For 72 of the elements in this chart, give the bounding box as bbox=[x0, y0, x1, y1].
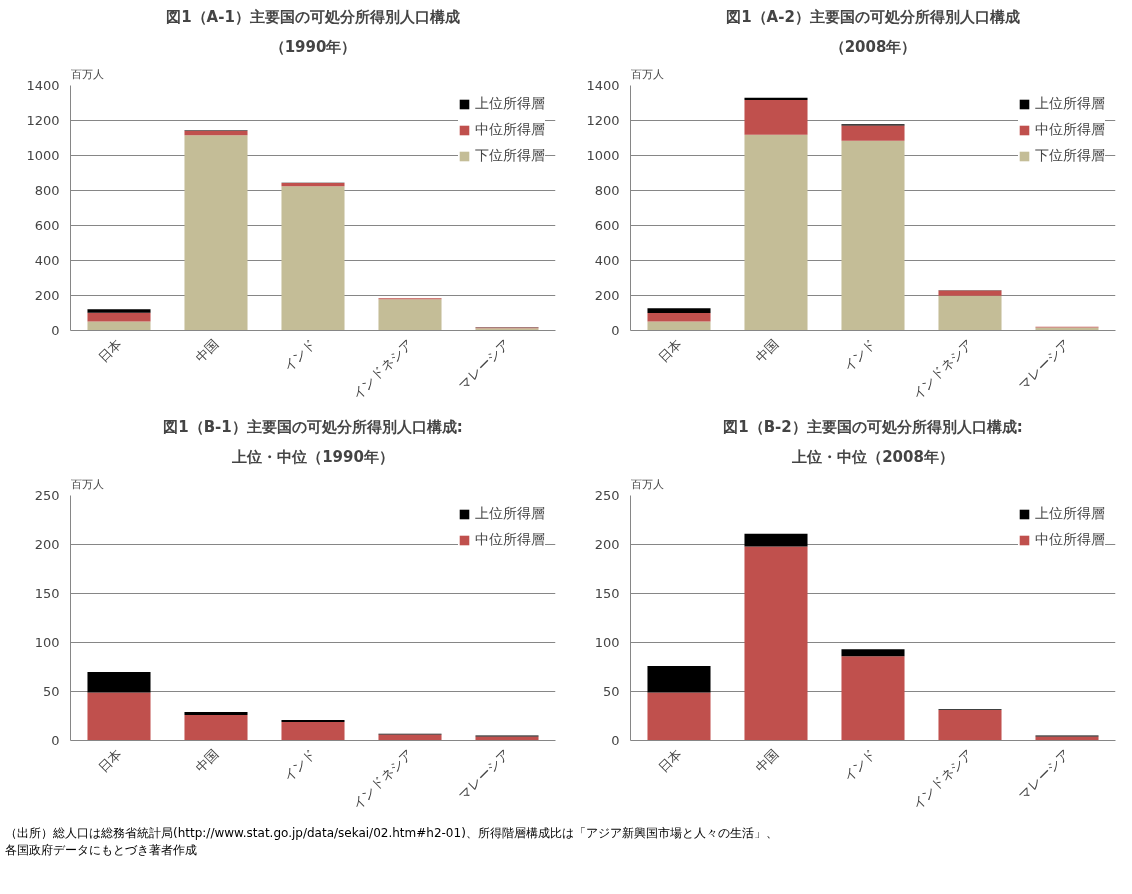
y-tick-label: 1400 bbox=[586, 78, 620, 93]
legend-label: 上位所得層 bbox=[475, 95, 545, 113]
y-tick-label: 1200 bbox=[586, 113, 620, 128]
y-tick-label: 600 bbox=[34, 218, 60, 233]
legend-label: 中位所得層 bbox=[475, 531, 545, 549]
chart-title: 図1（B-2）主要国の可処分所得別人口構成: bbox=[723, 417, 1023, 436]
x-tick-label: マレーシア bbox=[1015, 746, 1073, 803]
x-tick-label: インドネシア bbox=[909, 746, 976, 812]
y-tick-label: 50 bbox=[602, 684, 620, 699]
y-tick-label: 1000 bbox=[586, 148, 620, 163]
x-tick-label: マレーシア bbox=[1015, 336, 1073, 393]
y-tick-label: 0 bbox=[611, 733, 620, 748]
x-tick-label: インド bbox=[840, 336, 879, 375]
x-tick-label: 日本 bbox=[655, 336, 685, 366]
y-tick-label: 0 bbox=[611, 323, 620, 338]
legend-label: 中位所得層 bbox=[475, 121, 545, 139]
legend-label: 上位所得層 bbox=[1035, 505, 1105, 523]
legend-label: 上位所得層 bbox=[1035, 95, 1105, 113]
y-tick-label: 200 bbox=[34, 288, 60, 303]
y-axis-title: 百万人 bbox=[70, 67, 104, 81]
legend-label: 中位所得層 bbox=[1035, 121, 1105, 139]
x-tick-label: 日本 bbox=[95, 746, 125, 776]
x-tick-label: インドネシア bbox=[909, 336, 976, 402]
chart-title: 図1（A-1）主要国の可処分所得別人口構成 bbox=[166, 7, 460, 26]
y-axis-title: 百万人 bbox=[630, 67, 664, 81]
chart-title: 図1（A-2）主要国の可処分所得別人口構成 bbox=[726, 7, 1020, 26]
y-tick-label: 800 bbox=[594, 183, 620, 198]
legend-label: 下位所得層 bbox=[1035, 147, 1105, 165]
y-tick-label: 1200 bbox=[26, 113, 60, 128]
x-tick-label: マレーシア bbox=[455, 336, 513, 393]
y-tick-label: 200 bbox=[594, 537, 620, 552]
y-tick-label: 100 bbox=[34, 635, 60, 650]
y-tick-label: 400 bbox=[34, 253, 60, 268]
x-tick-label: インド bbox=[280, 746, 319, 785]
y-tick-label: 0 bbox=[51, 733, 60, 748]
legend-label: 中位所得層 bbox=[1035, 531, 1105, 549]
chart-subtitle: （2008年） bbox=[829, 37, 917, 56]
y-tick-label: 1400 bbox=[26, 78, 60, 93]
y-axis-title: 百万人 bbox=[70, 477, 104, 491]
legend-label: 上位所得層 bbox=[475, 505, 545, 523]
text: 各国政府データにもとづき著者作成 bbox=[5, 843, 197, 858]
x-tick-label: 中国 bbox=[192, 336, 222, 366]
x-tick-label: インド bbox=[280, 336, 319, 375]
y-tick-label: 150 bbox=[34, 586, 60, 601]
y-tick-label: 400 bbox=[594, 253, 620, 268]
y-tick-label: 600 bbox=[594, 218, 620, 233]
y-tick-label: 250 bbox=[594, 488, 620, 503]
chart-subtitle: 上位・中位（2008年） bbox=[791, 447, 954, 466]
y-tick-label: 250 bbox=[34, 488, 60, 503]
x-tick-label: 中国 bbox=[752, 746, 782, 776]
x-tick-label: マレーシア bbox=[455, 746, 513, 803]
text: （出所）総人口は総務省統計局(http://www.stat.go.jp/data/sekai/02.htm#h2-01)、所得階層構成比は「アジア新興国市場と人々の生活」、 bbox=[5, 826, 778, 840]
x-tick-label: 日本 bbox=[95, 336, 125, 366]
y-tick-label: 0 bbox=[51, 323, 60, 338]
y-tick-label: 150 bbox=[594, 586, 620, 601]
y-tick-label: 1000 bbox=[26, 148, 60, 163]
x-tick-label: インドネシア bbox=[349, 336, 416, 402]
legend-label: 下位所得層 bbox=[475, 147, 545, 165]
y-tick-label: 200 bbox=[594, 288, 620, 303]
y-tick-label: 200 bbox=[34, 537, 60, 552]
chart-title: 図1（B-1）主要国の可処分所得別人口構成: bbox=[163, 417, 463, 436]
y-tick-label: 50 bbox=[42, 684, 60, 699]
y-tick-label: 100 bbox=[594, 635, 620, 650]
chart-subtitle: （1990年） bbox=[269, 37, 357, 56]
x-tick-label: インドネシア bbox=[349, 746, 416, 812]
x-tick-label: 中国 bbox=[192, 746, 222, 776]
x-tick-label: 中国 bbox=[752, 336, 782, 366]
y-axis-title: 百万人 bbox=[630, 477, 664, 491]
chart-subtitle: 上位・中位（1990年） bbox=[231, 447, 394, 466]
y-tick-label: 800 bbox=[34, 183, 60, 198]
x-tick-label: 日本 bbox=[655, 746, 685, 776]
x-tick-label: インド bbox=[840, 746, 879, 785]
